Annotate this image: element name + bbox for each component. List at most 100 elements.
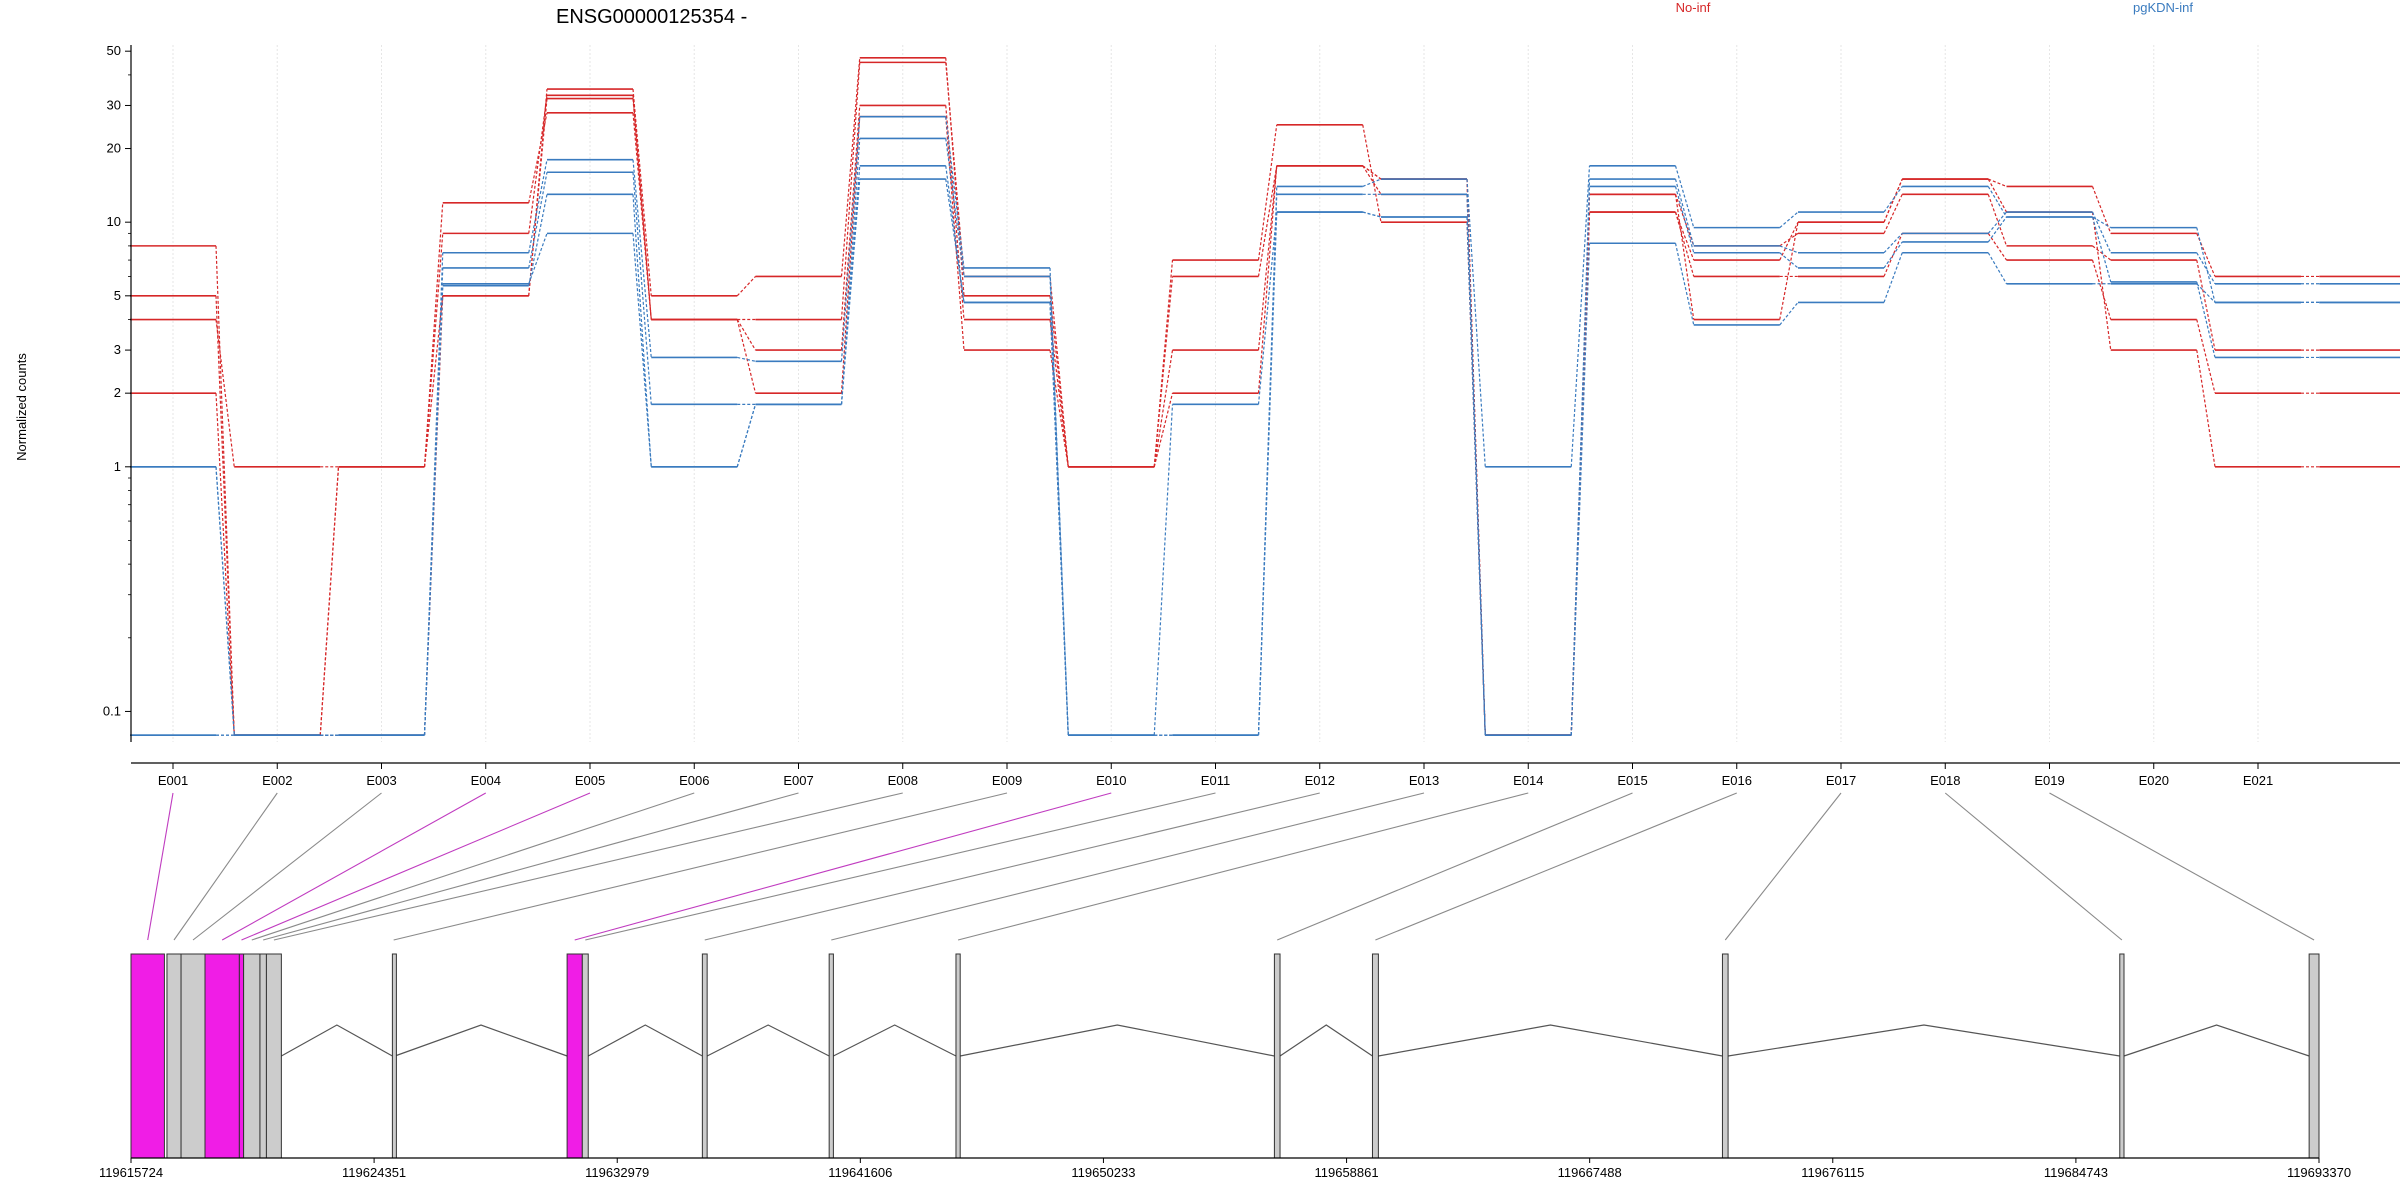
exon-bin-box — [581, 953, 589, 1159]
series-2 — [130, 61, 2400, 736]
exon-connector-line — [147, 792, 174, 941]
series-connector — [1362, 165, 1382, 195]
exon-connector-line — [957, 792, 1529, 941]
series-connector — [528, 89, 548, 296]
exon-bin-box — [265, 953, 282, 1159]
x-tick-label: E020 — [2139, 773, 2169, 788]
series-connector — [1153, 393, 1174, 467]
x-tick-label: E009 — [992, 773, 1022, 788]
series-connector — [1153, 260, 1174, 467]
series-connector — [1153, 276, 1174, 467]
series-connector — [1987, 211, 2007, 234]
series-connector — [945, 116, 965, 269]
series-connector — [1987, 252, 2008, 285]
exon-bin-box — [180, 953, 206, 1159]
series-connector — [736, 319, 757, 394]
series-connector — [1779, 232, 1799, 247]
exon-connector-line — [1375, 792, 1737, 941]
series-connector — [423, 233, 444, 467]
series-connector — [1987, 186, 2008, 218]
y-tick-label: 0.1 — [103, 703, 121, 718]
series-connector — [2196, 281, 2216, 358]
y-tick-label: 20 — [107, 141, 121, 156]
series-connector — [2091, 211, 2112, 253]
series-connector — [945, 138, 965, 277]
genomic-tick-label: 119632979 — [585, 1165, 649, 1180]
series-connector — [632, 233, 652, 467]
y-tick-label: 1 — [114, 459, 121, 474]
series-connector — [2091, 216, 2112, 283]
genomic-tick-label: 119658861 — [1315, 1165, 1379, 1180]
exon-bin-box — [1721, 953, 1729, 1159]
y-tick-label: 2 — [114, 385, 121, 400]
exon-bin-box — [701, 953, 708, 1159]
exon-connector-line — [393, 792, 1008, 941]
exon-connector-line — [241, 792, 591, 941]
series-connector — [632, 172, 652, 405]
series-connector — [736, 276, 756, 297]
exon-bin-box — [259, 953, 267, 1159]
exon-connector-line — [1277, 792, 1633, 941]
series-connector — [1466, 179, 1486, 467]
genomic-tick-label: 119641606 — [828, 1165, 892, 1180]
exon-bin-box — [2119, 953, 2125, 1159]
series-connector — [1570, 165, 1591, 467]
series-connector — [1466, 216, 1486, 736]
series-connector — [1049, 295, 1069, 467]
exon-connector-line — [263, 792, 799, 941]
x-tick-label: E012 — [1305, 773, 1335, 788]
exon-connector-line — [704, 792, 1320, 941]
genomic-axis: 119615724 119624351 119632979 119641606 1196… — [99, 1157, 2351, 1180]
series-4 — [130, 97, 2400, 736]
series-connector — [2196, 259, 2216, 351]
series-connector — [945, 165, 965, 303]
series-connector — [1674, 194, 1695, 247]
exon-connector-line — [251, 792, 695, 941]
series-connector — [215, 295, 235, 736]
series-connector — [736, 319, 757, 351]
series-connector — [632, 89, 652, 296]
series-connector — [1883, 241, 1903, 269]
series-connector — [1362, 211, 1382, 218]
series-connector — [632, 159, 652, 358]
series-connector — [1674, 211, 1695, 277]
exon-connector-line — [574, 792, 1112, 941]
series-connector — [1883, 233, 1903, 277]
series-connector — [840, 62, 861, 320]
series-connector — [1988, 178, 2007, 187]
series-connector — [2196, 349, 2216, 467]
series-lines — [130, 56, 2400, 736]
series-3 — [130, 104, 2400, 736]
y-axis-label: Normalized counts — [14, 353, 29, 461]
series-connector — [1779, 252, 1799, 269]
series-connector — [1779, 222, 1799, 320]
intron-line — [1378, 1024, 1723, 1057]
series-connector — [1257, 124, 1278, 261]
exon-bin-box — [391, 953, 397, 1159]
series-connector — [840, 116, 861, 394]
x-tick-label: E006 — [679, 773, 709, 788]
exon-connector-line — [273, 792, 903, 941]
x-tick-label: E001 — [158, 773, 188, 788]
exon-connector-line — [585, 792, 1216, 941]
x-tick-label: E017 — [1826, 773, 1856, 788]
intron-line — [1279, 1024, 1373, 1057]
series-connector — [528, 194, 548, 286]
intron-line — [587, 1024, 703, 1057]
intron-line — [394, 1024, 568, 1057]
legend-entry-pgkdn-inf: pgKDN-inf — [2133, 0, 2193, 15]
series-connector — [423, 202, 444, 467]
series-connector — [1049, 302, 1069, 736]
gene-model-track — [130, 953, 2320, 1159]
series-connector — [840, 105, 861, 351]
x-tick-label: E003 — [366, 773, 396, 788]
intron-line — [706, 1024, 830, 1057]
y-tick-label: 30 — [107, 97, 121, 112]
series-connector — [2196, 283, 2216, 303]
series-connector — [1362, 178, 1382, 187]
exon-bin-box — [566, 953, 583, 1159]
series-1 — [130, 56, 2400, 736]
series-connector — [1883, 232, 1903, 254]
exon-connector-line — [221, 792, 487, 941]
